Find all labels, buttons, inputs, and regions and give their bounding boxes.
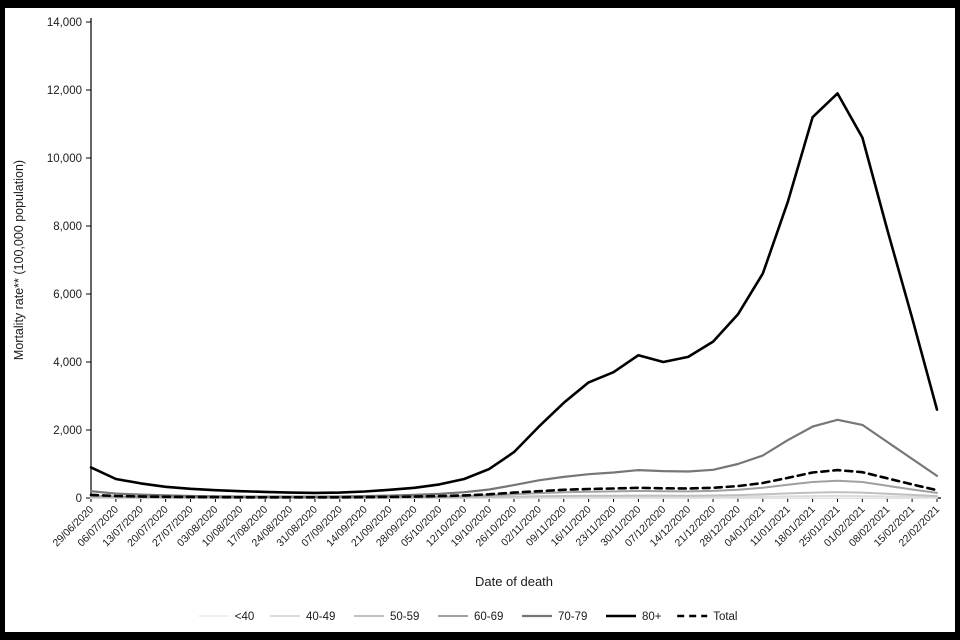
legend-label: 80+ (642, 611, 662, 623)
legend-item-6069: 60-69 (438, 611, 503, 623)
series-line-total (89, 468, 939, 499)
legend-item-40: <40 (198, 611, 255, 623)
legend-label: Total (713, 611, 737, 623)
y-tick-label: 12,000 (47, 85, 82, 97)
legend-item-80: 80+ (606, 611, 662, 623)
y-tick-label: 14,000 (47, 17, 82, 29)
y-tick-label: 10,000 (47, 153, 82, 165)
y-tick-label: 6,000 (53, 289, 82, 301)
legend-label: 70-79 (558, 611, 587, 623)
y-axis-ticks: 0 2,000 4,000 6,000 8,000 10,000 12,000 14,000 (47, 17, 91, 505)
legend-label: 40-49 (306, 611, 335, 623)
legend-label: <40 (235, 611, 255, 623)
mortality-chart: 0 2,000 4,000 6,000 8,000 10,000 12,000 14,000 2… (12, 17, 942, 623)
y-tick-label: 8,000 (53, 221, 82, 233)
y-axis-title: Mortality rate** (100,000 population) (12, 160, 26, 360)
x-axis-title: Date of death (475, 574, 553, 589)
legend-label: 60-69 (474, 611, 503, 623)
y-tick-label: 2,000 (53, 425, 82, 437)
series-line-7079 (89, 418, 939, 498)
series-lines (89, 92, 939, 499)
series-line-80 (89, 92, 939, 495)
legend-item-4049: 40-49 (270, 611, 335, 623)
legend-item-7079: 70-79 (522, 611, 587, 623)
legend-label: 50-59 (390, 611, 419, 623)
legend-item-total: Total (677, 611, 737, 623)
x-axis-ticks: 29/06/202006/07/202013/07/202020/07/2020… (50, 498, 942, 549)
y-tick-label: 0 (76, 493, 82, 505)
chart-legend: <40 40-49 50-59 60-69 70-79 80+ Total (198, 611, 737, 623)
chart-container: 0 2,000 4,000 6,000 8,000 10,000 12,000 14,000 2… (5, 8, 955, 632)
legend-item-5059: 50-59 (354, 611, 419, 623)
y-tick-label: 4,000 (53, 357, 82, 369)
